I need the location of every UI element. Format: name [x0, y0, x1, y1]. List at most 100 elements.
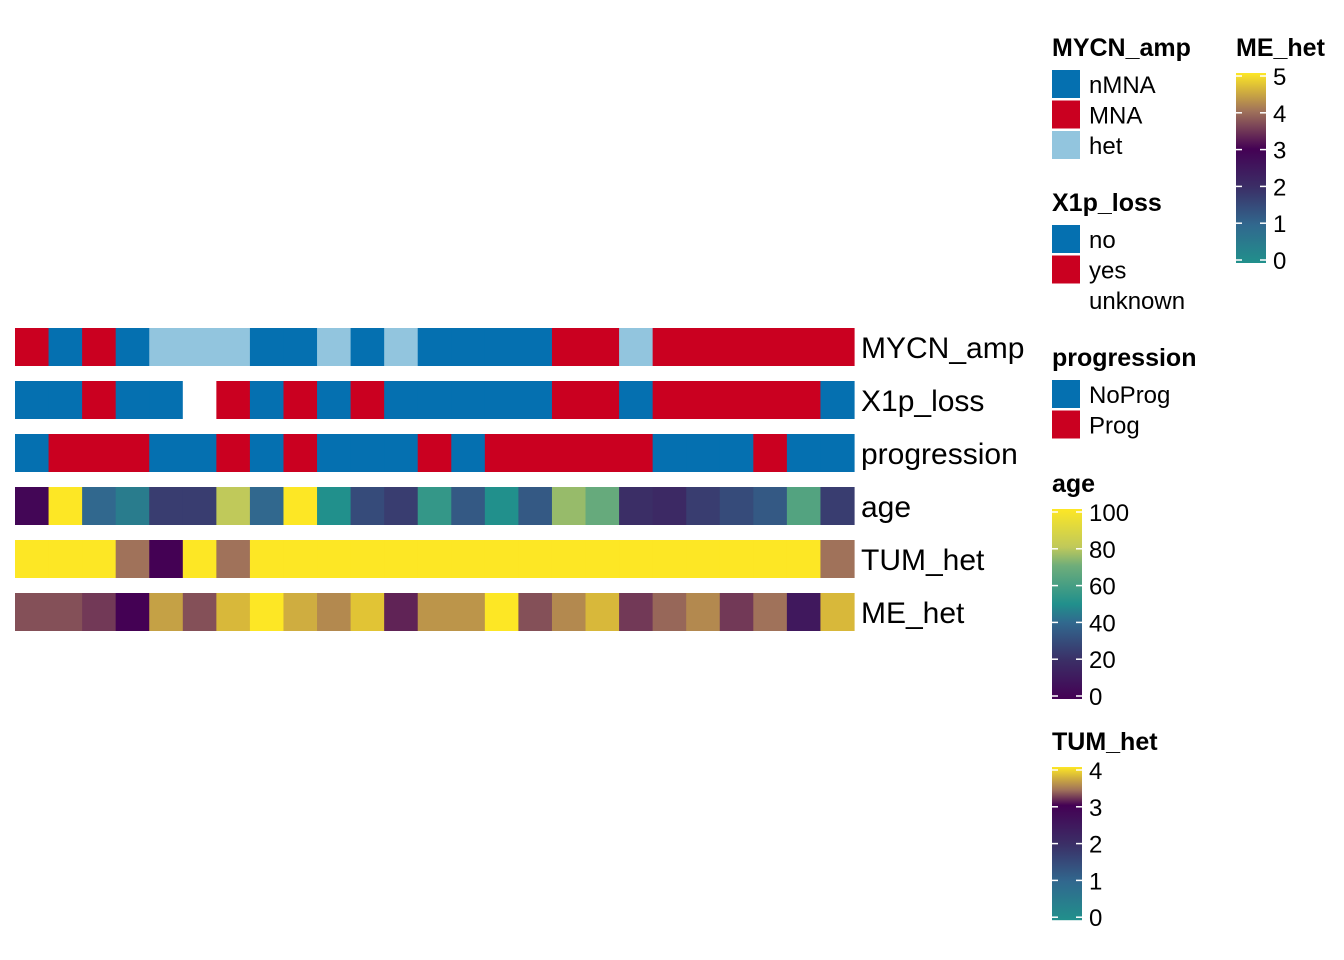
heatmap-cell [48, 434, 83, 472]
legend-swatch [1052, 131, 1080, 159]
legend-label: no [1089, 227, 1116, 254]
colorbar-tick-label: 2 [1273, 174, 1286, 201]
heatmap-cell [451, 593, 486, 631]
heatmap-cell [317, 487, 352, 525]
heatmap-cell [15, 593, 50, 631]
heatmap-cell [719, 328, 754, 366]
heatmap-cell [820, 487, 855, 525]
heatmap-cell [182, 540, 217, 578]
heatmap-cell [719, 381, 754, 419]
legend-label: Prog [1089, 413, 1140, 440]
heatmap-cell [317, 593, 352, 631]
heatmap-cell [652, 540, 687, 578]
colorbar-tick-label: 80 [1089, 537, 1116, 564]
heatmap-cell [652, 381, 687, 419]
heatmap-cell [820, 434, 855, 472]
colorbar-tick-label: 0 [1089, 684, 1102, 711]
heatmap-cell [350, 540, 385, 578]
heatmap-cell [182, 434, 217, 472]
colorbar-tick-label: 5 [1273, 64, 1286, 91]
row-label: ME_het [861, 597, 965, 630]
heatmap-cell [216, 328, 251, 366]
heatmap-cell [82, 381, 117, 419]
heatmap-cell [484, 381, 519, 419]
heatmap-cell [551, 328, 587, 366]
heatmap-cell [619, 328, 654, 366]
heatmap-cell [115, 381, 150, 419]
legend-label: unknown [1089, 288, 1185, 315]
heatmap-cell [249, 487, 285, 525]
heatmap-cell [619, 540, 654, 578]
legend-title: progression [1052, 344, 1196, 372]
heatmap-cell [417, 434, 452, 472]
row-progression: progression [15, 434, 1018, 472]
heatmap-cell [719, 434, 754, 472]
heatmap-cell [786, 328, 822, 366]
heatmap-cell [484, 593, 519, 631]
heatmap-cell [283, 328, 318, 366]
colorbar [1052, 509, 1082, 699]
heatmap-cell [48, 487, 83, 525]
heatmap-cell [686, 381, 721, 419]
heatmap-cell [82, 593, 117, 631]
heatmap-cell [182, 487, 217, 525]
heatmap-cell [15, 434, 50, 472]
heatmap-cell [820, 540, 855, 578]
colorbar-tick-label: 1 [1089, 868, 1102, 895]
heatmap-cell [451, 328, 486, 366]
colorbar-tick-label: 0 [1089, 905, 1102, 932]
heatmap-cell [249, 328, 285, 366]
row-mycn-amp: MYCN_amp [15, 328, 1024, 366]
heatmap-cell [216, 593, 251, 631]
heatmap-cell [149, 328, 184, 366]
heatmap-cell [283, 487, 318, 525]
colorbar-tick-label: 3 [1089, 795, 1102, 822]
heatmap-cell [585, 540, 620, 578]
heatmap-cell [384, 328, 419, 366]
heatmap-cell [551, 381, 587, 419]
heatmap-cell [82, 540, 117, 578]
heatmap-cell [820, 381, 855, 419]
heatmap-cell [753, 381, 788, 419]
heatmap-cell [15, 328, 50, 366]
heatmap-cell [820, 593, 855, 631]
heatmap-cell [115, 540, 150, 578]
row-label: X1p_loss [861, 385, 984, 418]
heatmap-cell [619, 487, 654, 525]
heatmap-cell [384, 381, 419, 419]
legend-label: nMNA [1089, 72, 1156, 99]
heatmap-cell [518, 434, 553, 472]
heatmap-cell [317, 434, 352, 472]
row-label: age [861, 491, 911, 524]
heatmap-cell [786, 434, 822, 472]
heatmap-cell [15, 540, 50, 578]
heatmap-cell [115, 593, 150, 631]
legend-swatch [1052, 255, 1080, 284]
heatmap-cell [585, 434, 620, 472]
heatmap-cell [753, 593, 788, 631]
legend-swatch [1052, 286, 1080, 314]
heatmap-cell [317, 328, 352, 366]
row-me-het: ME_het [15, 593, 965, 631]
heatmap-cell [249, 593, 285, 631]
heatmap-cell [350, 487, 385, 525]
heatmap-cell [82, 328, 117, 366]
legend-swatch [1052, 100, 1080, 129]
row-label: progression [861, 438, 1018, 471]
heatmap-cell [115, 487, 150, 525]
heatmap-cell [753, 540, 788, 578]
heatmap-cell [384, 593, 419, 631]
legend-label: MNA [1089, 103, 1142, 130]
heatmap-cell [686, 487, 721, 525]
heatmap-cell [451, 540, 486, 578]
colorbar-tick-label: 100 [1089, 500, 1129, 527]
colorbar-tick-label: 1 [1273, 211, 1286, 238]
legend-label: yes [1089, 258, 1126, 285]
heatmap-cell [719, 593, 754, 631]
heatmap-rows: MYCN_amp X1p_loss progression age TUM_het ME_… [15, 328, 1024, 631]
heatmap-cell [115, 434, 150, 472]
heatmap-cell [686, 593, 721, 631]
heatmap-cell [518, 381, 553, 419]
